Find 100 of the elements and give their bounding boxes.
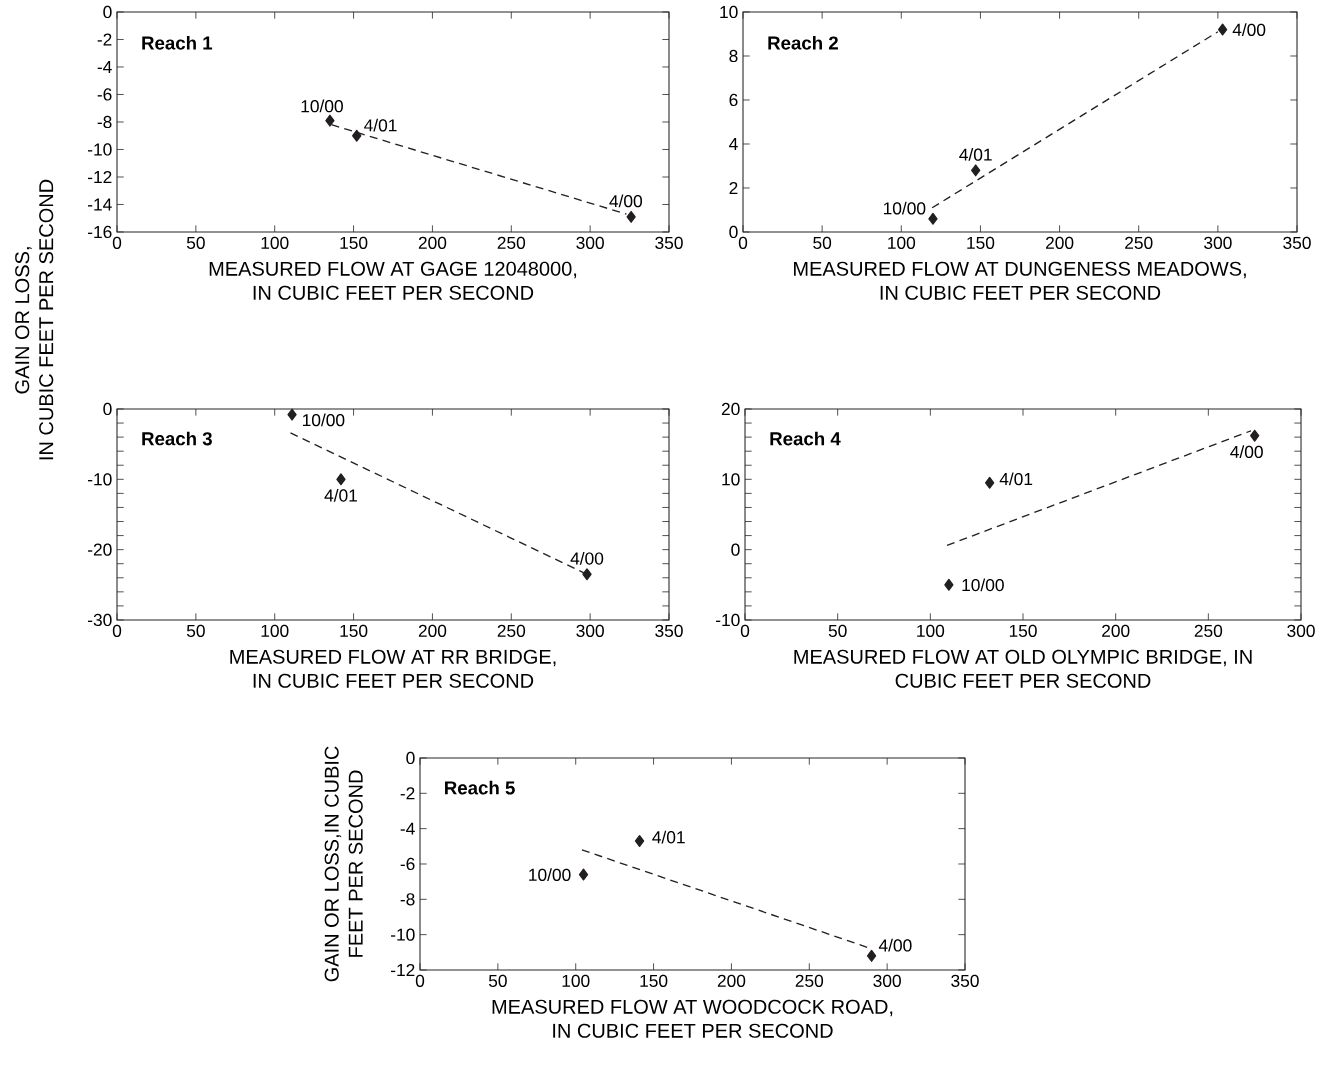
y-tick-label: 20: [721, 402, 740, 416]
x-tick-label: 50: [186, 624, 205, 637]
annotation: 10/00: [302, 413, 345, 427]
annotation: 4/00: [1232, 23, 1266, 36]
x-axis-title: MEASURED FLOW AT DUNGENESS MEADOWS, IN CUBIC FEET PER SECOND: [794, 261, 1246, 300]
x-tick-label: 350: [951, 974, 979, 987]
y-tick-label: 0: [729, 225, 738, 239]
y-tick-label: -4: [400, 822, 415, 835]
x-tick-label: 150: [967, 236, 995, 249]
point: [984, 476, 995, 489]
y-tick-label: -14: [88, 198, 112, 211]
point: [626, 210, 636, 223]
x-tick-label: 300: [1204, 236, 1232, 249]
y-tick-label: 2: [729, 181, 738, 195]
x-tick-label: 200: [717, 974, 746, 987]
x-tick-label: 200: [418, 624, 447, 637]
annotation: 4/00: [1230, 445, 1263, 459]
y-tick-label: 4: [729, 138, 738, 150]
annotation: 10/00: [962, 578, 1004, 592]
point: [336, 473, 346, 486]
x-tick-label: 100: [261, 236, 289, 249]
x-tick-label: 250: [795, 974, 824, 987]
text: Reach 3: [142, 431, 212, 446]
y-tick-label: 0: [731, 543, 740, 556]
y-tick-label: -8: [97, 115, 112, 129]
y-tick-label: 10: [720, 5, 738, 19]
point: [634, 835, 645, 848]
point: [928, 212, 938, 225]
x-tick-label: 350: [655, 236, 683, 249]
y-axis-title: GAIN OR LOSS,IN CUBIC FEET PER SECOND: [324, 746, 363, 982]
y-tick-label: -4: [97, 61, 112, 73]
x-tick-label: 350: [655, 624, 683, 637]
y-tick-label: 10: [722, 473, 740, 486]
point: [1217, 23, 1228, 36]
y-tick-label: -2: [400, 787, 415, 800]
x-axis-title: MEASURED FLOW AT RR BRIDGE, IN CUBIC FEET PER SECOND: [230, 649, 556, 688]
point: [1250, 429, 1260, 442]
x-tick-label: 0: [112, 624, 122, 637]
annotation: 4/00: [570, 551, 604, 565]
y-tick-label: -10: [88, 143, 112, 156]
y-axis-title: GAIN OR LOSS, IN CUBIC FEET PER SECOND: [15, 179, 54, 460]
y-tick-label: -12: [391, 963, 415, 977]
x-tick-label: 150: [1009, 624, 1037, 637]
annotation: 4/01: [652, 830, 685, 844]
x-tick-label: 300: [576, 236, 604, 249]
annotation: 4/01: [999, 472, 1033, 486]
x-tick-label: 250: [497, 624, 526, 637]
y-tick-label: 0: [406, 751, 415, 765]
y-tick-label: -10: [88, 473, 112, 486]
x-tick-label: 100: [562, 974, 590, 987]
annotation: 4/01: [324, 488, 357, 502]
y-tick-label: -6: [400, 857, 415, 871]
annotation: 4/00: [609, 194, 643, 208]
annotation: 4/01: [364, 118, 397, 132]
x-tick-label: 250: [1125, 236, 1153, 249]
x-tick-label: 350: [1283, 236, 1311, 249]
x-tick-label: 100: [888, 236, 916, 249]
x-tick-label: 150: [640, 974, 668, 987]
x-tick-label: 300: [576, 624, 604, 637]
x-axis-title: MEASURED FLOW AT GAGE 12048000, IN CUBIC FEET PER SECOND: [209, 261, 577, 300]
point: [287, 408, 297, 421]
x-tick-label: 300: [1287, 624, 1315, 637]
x-tick-label: 150: [340, 624, 368, 637]
x-tick-label: 0: [415, 974, 425, 987]
point: [582, 568, 592, 581]
x-tick-label: 250: [497, 236, 526, 249]
x-tick-label: 50: [488, 974, 507, 987]
point: [325, 114, 335, 127]
x-tick-label: 0: [740, 624, 750, 637]
y-tick-label: -2: [97, 33, 112, 46]
text: Reach 5: [445, 780, 515, 795]
annotation: 10/00: [529, 868, 571, 881]
x-tick-label: 250: [1194, 624, 1223, 637]
point: [866, 949, 877, 962]
x-tick-label: 50: [828, 624, 847, 637]
x-tick-label: 0: [738, 236, 748, 249]
x-tick-label: 100: [261, 624, 289, 637]
x-tick-label: 50: [186, 236, 205, 249]
annotation: 10/00: [301, 99, 343, 113]
point: [352, 129, 362, 142]
x-axis-title: MEASURED FLOW AT WOODCOCK ROAD, IN CUBIC FEET PER SECOND: [492, 999, 893, 1038]
y-tick-label: -10: [716, 613, 740, 627]
y-tick-label: -12: [88, 170, 112, 184]
x-tick-label: 150: [340, 236, 368, 249]
annotation: 10/00: [883, 201, 926, 215]
y-tick-label: 8: [729, 49, 738, 63]
annotation: 4/00: [878, 938, 912, 952]
x-tick-label: 100: [917, 624, 945, 637]
annotation: 4/01: [959, 148, 992, 161]
y-tick-label: 6: [729, 93, 738, 107]
point: [578, 868, 589, 881]
point: [971, 164, 981, 177]
x-tick-label: 200: [1046, 236, 1074, 249]
y-tick-label: -10: [391, 928, 415, 941]
x-tick-label: 50: [813, 236, 832, 249]
y-tick-label: -16: [88, 225, 112, 239]
y-tick-label: -6: [97, 88, 112, 101]
x-tick-label: 200: [1102, 624, 1130, 637]
y-tick-label: 0: [103, 5, 112, 19]
text: Reach 2: [768, 35, 838, 50]
